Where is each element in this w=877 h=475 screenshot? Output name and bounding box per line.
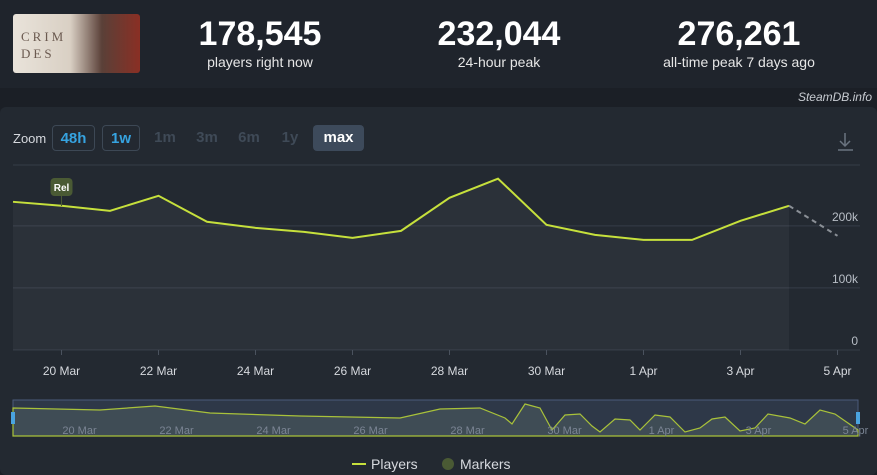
players-line — [12, 177, 790, 241]
players-line-partial — [788, 204, 839, 237]
stat-label: all-time peak 7 days ago — [663, 54, 815, 70]
zoom-button[interactable]: 1y — [281, 129, 299, 146]
x-tick-label: 1 Apr — [629, 364, 657, 378]
navigator-label: 1 Apr — [649, 425, 675, 437]
zoom-button[interactable]: 48h — [52, 125, 95, 151]
stats-bar: CRIM DES 178,545 players right now 232,04… — [0, 0, 877, 88]
legend-swatch — [442, 458, 454, 470]
zoom-label: Zoom — [13, 131, 47, 146]
game-image[interactable]: CRIM DES — [13, 14, 140, 73]
zoom-button[interactable]: 6m — [238, 129, 260, 146]
y-tick-label: 100k — [832, 272, 859, 286]
stat-value: 276,261 — [677, 15, 801, 53]
y-tick-label: 0 — [851, 334, 858, 348]
zoom-button[interactable]: 1w — [102, 125, 140, 151]
navigator-label: 26 Mar — [353, 425, 388, 437]
area-fill — [13, 178, 789, 350]
image-text: CRIM DES — [21, 29, 67, 61]
navigator-handle[interactable] — [856, 412, 860, 424]
stat-label: 24-hour peak — [457, 54, 541, 70]
zoom-button[interactable]: 3m — [196, 129, 218, 146]
stat-value: 232,044 — [437, 15, 561, 53]
x-tick-label: 3 Apr — [726, 364, 754, 378]
navigator-label: 28 Mar — [450, 425, 485, 437]
navigator-label: 3 Apr — [746, 425, 772, 437]
navigator-label: 24 Mar — [256, 425, 291, 437]
x-tick-label: 5 Apr — [823, 364, 851, 378]
navigator-label: 20 Mar — [62, 425, 97, 437]
x-tick-label: 24 Mar — [237, 364, 274, 378]
zoom-button[interactable]: max — [313, 125, 364, 151]
x-tick-label: 26 Mar — [334, 364, 371, 378]
stat: 178,545 players right now — [150, 14, 370, 70]
stat: 276,261 all-time peak 7 days ago — [629, 14, 849, 70]
zoom-button[interactable]: 1m — [154, 129, 176, 146]
y-tick-label: 200k — [832, 210, 859, 224]
x-tick-label: 20 Mar — [43, 364, 80, 378]
marker-label: Rel — [54, 183, 70, 194]
navigator-handle[interactable] — [11, 412, 15, 424]
stat-value: 178,545 — [198, 15, 322, 53]
stat: 232,044 24-hour peak — [389, 14, 609, 70]
marker — [50, 178, 73, 196]
source-link[interactable]: SteamDB.info — [797, 90, 872, 104]
legend-label[interactable]: Players — [371, 456, 418, 472]
stat-label: players right now — [207, 54, 313, 70]
navigator-sparkline — [12, 403, 859, 437]
x-tick-label: 28 Mar — [431, 364, 468, 378]
download-icon[interactable] — [838, 133, 853, 151]
x-tick-label: 22 Mar — [140, 364, 177, 378]
navigator-label: 30 Mar — [547, 425, 582, 437]
x-tick-label: 30 Mar — [528, 364, 565, 378]
navigator-label: 5 Apr — [843, 425, 869, 437]
legend-label[interactable]: Markers — [460, 456, 511, 472]
navigator-label: 22 Mar — [159, 425, 194, 437]
